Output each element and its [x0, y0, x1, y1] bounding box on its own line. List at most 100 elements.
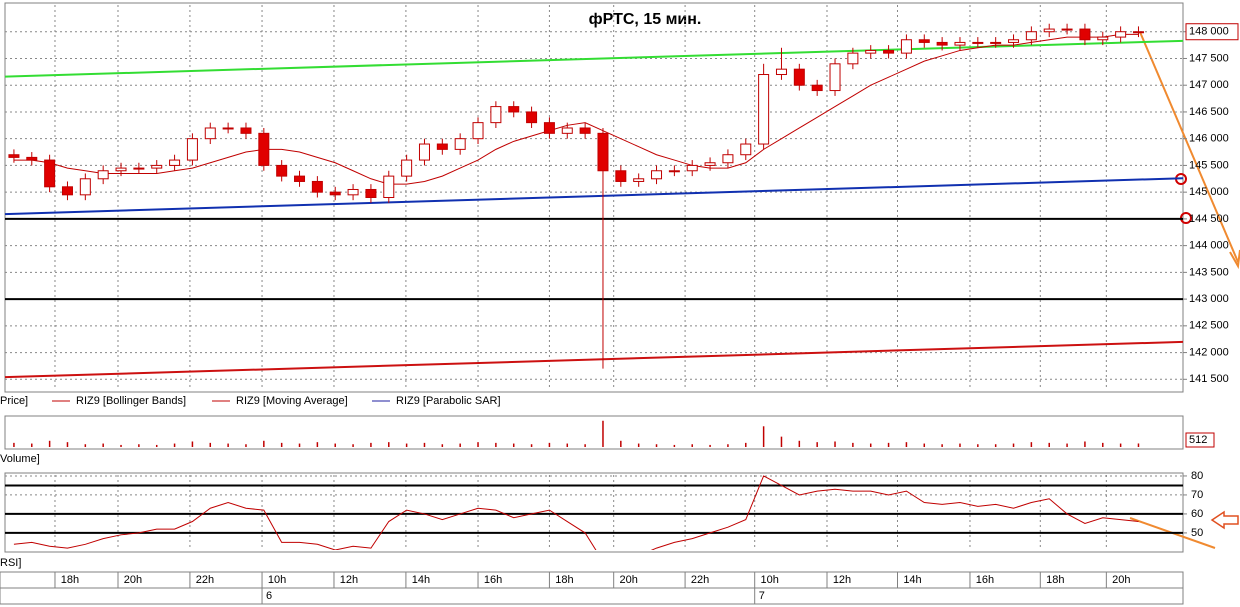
candle-body	[311, 180, 323, 193]
candle-body	[775, 68, 787, 76]
candle-body	[240, 127, 252, 134]
candle-body	[597, 132, 609, 172]
candle-body	[276, 164, 288, 177]
x-tick-label: 20h	[1112, 574, 1130, 586]
candle-body	[1025, 31, 1037, 41]
candle-body	[758, 74, 770, 145]
candle-body	[918, 39, 930, 43]
candle-body	[115, 167, 127, 172]
candle-body	[294, 175, 306, 182]
y-tick-label: 70	[1191, 489, 1203, 501]
candle-body	[79, 178, 91, 196]
y-tick-label: 147 000	[1189, 79, 1229, 91]
candle-body	[329, 191, 341, 196]
candle-body	[418, 143, 430, 161]
candle-body	[383, 175, 395, 199]
candle-body	[258, 132, 270, 166]
x-tick-label: 12h	[340, 574, 358, 586]
candle-body	[686, 164, 698, 172]
last-volume-label: 512	[1189, 434, 1207, 446]
legend-label: RIZ9 [Bollinger Bands]	[76, 395, 186, 407]
candle-body	[829, 63, 841, 92]
candle-body	[954, 41, 966, 46]
candle-body	[61, 186, 73, 196]
y-tick-label: 142 000	[1189, 346, 1229, 358]
candle-body	[26, 156, 38, 161]
x-tick-label: 14h	[412, 574, 430, 586]
x-tick-label: 10h	[761, 574, 779, 586]
trend-line	[4, 340, 1184, 379]
candle-body	[151, 164, 163, 169]
date-label: 7	[759, 590, 765, 602]
rsi-line	[13, 475, 1139, 550]
candle-body	[990, 41, 1002, 44]
last-volume-box	[1185, 432, 1215, 448]
candle-body	[936, 41, 948, 46]
candle-body	[972, 41, 984, 44]
x-tick-label: 20h	[124, 574, 142, 586]
y-tick-label: 50	[1191, 527, 1203, 539]
candle-body	[44, 159, 56, 188]
candle-body	[865, 49, 877, 54]
candle-body	[186, 138, 198, 161]
moving-average	[13, 33, 1139, 185]
candle-body	[615, 170, 627, 182]
x-tick-label: 16h	[976, 574, 994, 586]
candle-body	[1132, 31, 1144, 34]
y-tick-label: 143 500	[1189, 266, 1229, 278]
candle-body	[365, 188, 377, 199]
candle-body	[436, 143, 448, 150]
candle-body	[97, 170, 109, 180]
candle-body	[543, 122, 555, 134]
arrow-head	[1229, 249, 1240, 270]
price-frame	[4, 2, 1184, 393]
volume-frame	[4, 415, 1184, 450]
candle-body	[1079, 28, 1091, 41]
candle-body	[1097, 36, 1109, 41]
candle-body	[900, 39, 912, 54]
candle-body	[668, 170, 680, 173]
candle-body	[133, 167, 145, 170]
x-tick-label: 14h	[903, 574, 921, 586]
candle-body	[8, 154, 20, 158]
frames	[0, 2, 1184, 605]
x-tick-label: 18h	[61, 574, 79, 586]
x-tick-label: 22h	[691, 574, 709, 586]
arrow-line	[1139, 31, 1239, 263]
candle-body	[401, 159, 413, 177]
last-price-box	[1185, 23, 1239, 41]
candle-body	[847, 52, 859, 65]
candle-body	[579, 127, 591, 134]
candle-body	[740, 143, 752, 156]
candle-body	[347, 188, 359, 196]
candle-body	[722, 154, 734, 164]
trend-line	[4, 177, 1184, 216]
rsi-frame	[4, 472, 1184, 553]
candle-body	[454, 138, 466, 150]
panel-label: Price]	[0, 395, 28, 407]
candle-body	[204, 127, 216, 140]
candle-body	[472, 122, 484, 140]
candle-body	[222, 127, 234, 130]
y-tick-label: 80	[1191, 470, 1203, 482]
y-tick-label: 145 500	[1189, 159, 1229, 171]
y-tick-label: 147 500	[1189, 52, 1229, 64]
y-tick-label: 144 500	[1189, 213, 1229, 225]
y-tick-label: 141 500	[1189, 373, 1229, 385]
y-tick-label: 146 000	[1189, 133, 1229, 145]
candle-body	[651, 170, 663, 180]
candle-body	[1008, 39, 1020, 43]
x-tick-label: 18h	[555, 574, 573, 586]
panel-label: Volume]	[0, 453, 40, 465]
x-tick-label: 12h	[833, 574, 851, 586]
arrow-outline	[1210, 510, 1239, 530]
last-price-label: 148 000	[1189, 26, 1229, 38]
y-tick-label: 146 500	[1189, 106, 1229, 118]
candle-body	[490, 106, 502, 124]
candle-body	[883, 49, 895, 54]
candle-body	[1043, 28, 1055, 33]
candle-body	[1115, 31, 1127, 38]
x-tick-label: 18h	[1046, 574, 1064, 586]
